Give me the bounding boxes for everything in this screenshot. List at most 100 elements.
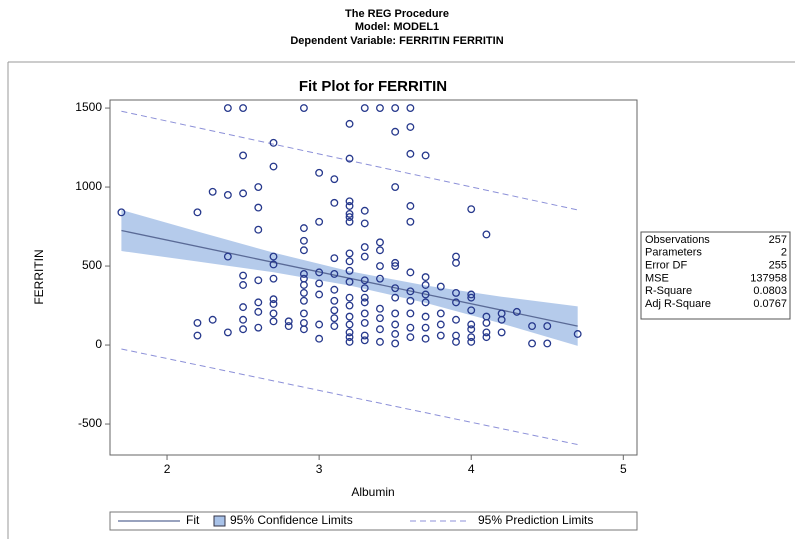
observation [528, 322, 537, 331]
observation [376, 337, 384, 346]
x-tick-label: 2 [164, 462, 171, 476]
observation [330, 314, 339, 323]
observation [391, 309, 400, 318]
observation [254, 225, 263, 234]
observation [330, 306, 339, 315]
observation [497, 315, 506, 324]
observation [391, 127, 400, 136]
procedure-title: Dependent Variable: FERRITIN FERRITIN [290, 35, 503, 47]
stat-value: 0.0767 [753, 298, 787, 310]
stat-label: MSE [645, 272, 669, 284]
stat-label: Observations [645, 234, 710, 246]
observation [299, 325, 308, 334]
observation [223, 252, 232, 261]
observation [299, 224, 308, 233]
observation [284, 317, 293, 326]
observation [452, 252, 460, 261]
legend [109, 511, 638, 531]
observation [406, 104, 415, 113]
observation [330, 175, 339, 184]
x-axis-label: Albumin [351, 485, 394, 499]
observation [269, 300, 278, 308]
observation [406, 333, 415, 342]
observation [421, 281, 430, 289]
observation [223, 191, 232, 199]
observation [452, 331, 460, 340]
observation [406, 287, 415, 296]
observation [269, 162, 278, 171]
y-tick-label: 1000 [75, 179, 102, 193]
observation [512, 307, 521, 316]
observation [467, 333, 476, 342]
observation [254, 276, 263, 285]
legend-label: 95% Confidence Limits [230, 513, 353, 527]
observation [223, 104, 232, 113]
observation [391, 320, 400, 329]
stat-value: 0.0803 [753, 285, 787, 297]
observation [345, 312, 354, 321]
legend-confidence-swatch [213, 515, 226, 527]
observation [345, 209, 354, 218]
observation [330, 285, 339, 294]
observation [284, 322, 293, 331]
observation [452, 315, 460, 324]
observation [299, 104, 308, 113]
observation [269, 295, 278, 304]
observation [391, 293, 400, 302]
observation [391, 330, 400, 338]
observation [452, 337, 460, 346]
observation [315, 320, 324, 329]
observation [360, 331, 369, 340]
y-tick-label: 500 [82, 258, 102, 272]
observation [345, 328, 354, 337]
observation [330, 322, 339, 331]
observation [497, 328, 506, 337]
observation [345, 154, 354, 163]
observation [345, 202, 354, 210]
observation [421, 312, 430, 321]
observation [269, 252, 278, 261]
observation [360, 293, 369, 302]
observation [406, 323, 415, 332]
observation [345, 217, 354, 226]
observation [452, 298, 460, 307]
observation [269, 309, 278, 318]
observation [376, 104, 384, 113]
y-tick-label: 1500 [75, 100, 102, 114]
observation [360, 336, 369, 345]
observation [467, 205, 476, 214]
observation [299, 288, 308, 297]
observation [360, 284, 369, 293]
y-tick-label: -500 [78, 416, 102, 430]
observation [467, 290, 476, 299]
observation [391, 284, 400, 293]
observation [239, 104, 248, 113]
observation [406, 202, 415, 210]
observation [436, 282, 445, 291]
observation [391, 262, 400, 270]
observation [406, 309, 415, 318]
procedure-title: The REG Procedure [345, 8, 449, 20]
prediction-limit [121, 348, 578, 446]
observation [436, 309, 445, 318]
observation [452, 258, 460, 267]
observation [452, 288, 460, 297]
legend-label: Fit [186, 513, 200, 527]
observation [299, 309, 308, 318]
observation [360, 276, 369, 285]
observation [376, 246, 384, 255]
observation [360, 104, 369, 113]
observation [345, 293, 354, 302]
observation [330, 269, 339, 278]
observation [360, 298, 369, 307]
observation [406, 217, 415, 226]
observation [391, 339, 400, 348]
stat-value: 257 [769, 234, 787, 246]
observation [299, 318, 308, 327]
observation [269, 274, 278, 283]
observation [421, 323, 430, 332]
observation [467, 320, 476, 329]
observation [254, 307, 263, 316]
x-tick-label: 5 [620, 462, 627, 476]
observation [360, 252, 369, 261]
